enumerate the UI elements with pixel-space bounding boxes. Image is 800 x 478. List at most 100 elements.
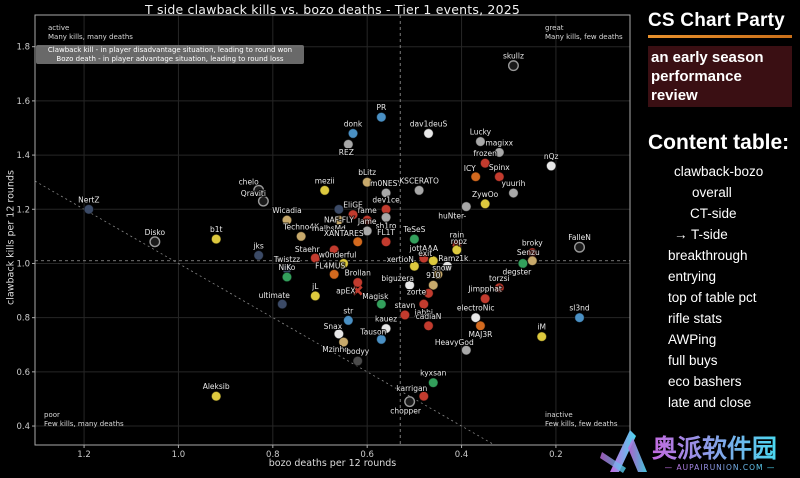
scatter-plot: 1.2 1.0 0.8 0.6 0.4 0.2 0.4 0.6 0.8 1.0 1.2 1.4 1.6 1…: [16, 14, 631, 460]
scatter-point: [338, 336, 349, 348]
point-label: b1t: [210, 225, 223, 234]
point-label: rain: [450, 230, 465, 239]
scatter-point: [479, 198, 491, 210]
point-label: stavn: [395, 301, 416, 310]
scatter-point: [376, 111, 387, 123]
point-label: Snax: [324, 322, 343, 331]
scatter-point: [418, 390, 430, 402]
scatter-point: [409, 233, 420, 245]
scatter-point-x: [352, 285, 363, 296]
point-label: jabbi: [414, 308, 433, 317]
content-table-item: CT-side: [690, 206, 737, 221]
content-table-item: full buys: [668, 353, 718, 368]
scatter-point: [361, 214, 373, 226]
point-label: fame: [358, 206, 378, 215]
scatter-point: [399, 309, 411, 321]
point-label: donk: [344, 119, 363, 128]
scatter-point: [507, 60, 519, 72]
y-tick-label: 1.2: [16, 205, 30, 215]
point-label: broky: [522, 239, 543, 248]
point-label: electroNic: [457, 304, 495, 313]
watermark-logo: [600, 430, 647, 473]
scatter-point: [257, 195, 269, 207]
point-label: 910: [426, 271, 441, 280]
scatter-point: [475, 136, 486, 147]
scatter-point: [361, 225, 373, 237]
scatter-point: [347, 128, 359, 139]
scatter-point: [432, 269, 444, 280]
scatter-point: [508, 187, 519, 199]
point-label: exit: [418, 249, 432, 258]
y-tick-label: 0.6: [16, 368, 30, 378]
quadrant-label-active: active Many kills, many deaths: [48, 24, 133, 41]
scatter-point: [253, 250, 264, 261]
scatter-point: [536, 331, 548, 342]
point-label: PR: [376, 103, 386, 112]
scatter-point: [253, 184, 265, 196]
content-table-item: AWPing: [668, 332, 717, 347]
scatter-point: [210, 390, 222, 402]
point-label: dev1ce: [372, 195, 400, 204]
scatter-point: [352, 277, 364, 288]
point-label: biguzera: [381, 274, 414, 283]
point-label: kauez: [375, 314, 397, 323]
quadrant-label-poor: poor Few kills, many deaths: [44, 411, 124, 428]
point-label: NAF-FLY: [324, 215, 354, 224]
quadrant-label-inactive: inactive Few kills, few deaths: [545, 411, 618, 428]
scatter-point: [376, 298, 387, 310]
content-table-item: rifle stats: [668, 311, 723, 326]
point-label: bodyy: [346, 347, 370, 356]
content-table-item: late and close: [668, 395, 752, 410]
scatter-point: [479, 157, 491, 169]
scatter-point: [376, 334, 387, 345]
content-table-item: entrying: [668, 269, 717, 284]
scatter-point: [210, 233, 222, 245]
scatter-point: [347, 209, 359, 220]
point-label: sl3nd: [569, 304, 590, 313]
scatter-point: [413, 185, 425, 196]
scatter-point: [423, 320, 434, 332]
x-tick-label: 1.2: [77, 450, 91, 460]
scatter-point: [427, 279, 439, 291]
point-label: yuurih: [502, 179, 526, 188]
point-label: w0nderful: [319, 250, 357, 259]
content-table-item: eco bashers: [668, 374, 742, 389]
definition-bozo: Bozo death - in player advantage situati…: [56, 54, 284, 63]
scatter-point: [493, 171, 505, 183]
scatter-point: [380, 187, 392, 199]
sidebar-title: CS Chart Party: [648, 10, 785, 31]
quadrant-label-great: great Many kills, few deaths: [545, 24, 623, 41]
point-label: iM: [537, 323, 546, 332]
point-label: NertZ: [78, 195, 99, 204]
scatter-point: [418, 298, 430, 310]
sidebar: CS Chart Party an early season performan…: [640, 0, 800, 478]
content-table-item: → T-side: [674, 227, 728, 242]
point-label: chopper: [390, 407, 422, 416]
point-label: ultimate: [259, 291, 291, 300]
scatter-point: [475, 320, 486, 332]
point-label: Qraviti: [241, 189, 266, 198]
scatter-point: [149, 236, 161, 248]
scatter-point: [309, 290, 321, 302]
point-label: FL4MUS: [315, 261, 345, 270]
y-tick-label: 0.4: [16, 422, 30, 432]
x-tick-label: 0.6: [360, 450, 374, 460]
watermark: 奥派软件园 — AUPAIRUNION.COM —: [600, 430, 777, 473]
point-label: frozen: [473, 149, 497, 158]
content-table: clawback-bozo overall CT-side → T-side break…: [640, 161, 800, 413]
scatter-point: [343, 138, 354, 150]
x-tick-label: 0.8: [266, 450, 280, 460]
scatter-point: [470, 312, 482, 323]
x-tick-label: 0.4: [455, 450, 469, 460]
point-label: HeavyGod: [435, 338, 474, 347]
scatter-point: [423, 128, 434, 139]
content-table-item: top of table pct: [668, 290, 757, 305]
scatter-point: [380, 212, 392, 223]
point-label: Disko: [145, 228, 166, 237]
sidebar-subtitle: an early season performance review: [648, 46, 792, 107]
scatter-point: [404, 279, 415, 291]
y-tick-label: 0.8: [16, 314, 30, 324]
point-label: TeSeS: [402, 225, 425, 234]
scatter-point: [83, 203, 95, 215]
point-label: magixx: [485, 138, 513, 147]
